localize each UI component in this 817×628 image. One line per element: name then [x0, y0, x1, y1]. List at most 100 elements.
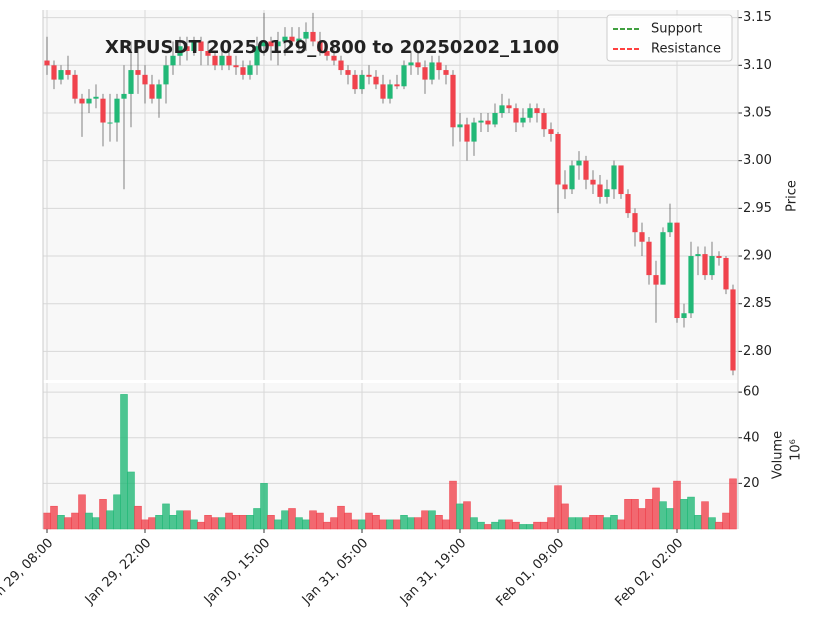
candle-body	[359, 74, 365, 90]
volume-bar	[43, 512, 51, 530]
x-tick-label: Feb 02, 02:00	[612, 536, 686, 610]
marks	[43, 12, 737, 530]
volume-bar	[288, 508, 296, 530]
volume-bar	[680, 499, 688, 530]
candle-body	[86, 98, 92, 104]
volume-bar	[442, 519, 450, 530]
candle-body	[632, 213, 638, 233]
volume-bar	[456, 503, 464, 530]
candle-body	[317, 41, 323, 52]
y2-tick-label: 20	[743, 476, 760, 491]
candle-body	[583, 160, 589, 180]
candle-body	[653, 275, 659, 285]
volume-bar	[708, 517, 716, 530]
candle-body	[555, 133, 561, 185]
candle-body	[590, 179, 596, 185]
x-tick-label: Jan 31, 05:00	[299, 536, 371, 608]
volume-bar	[50, 505, 58, 530]
volume-bar	[414, 517, 422, 530]
volume-bar	[330, 517, 338, 530]
volume-bar	[561, 503, 569, 530]
candle-body	[660, 232, 666, 285]
volume-bar	[141, 519, 149, 530]
candle-body	[646, 241, 652, 276]
candle-body	[387, 84, 393, 99]
candle-body	[240, 67, 246, 75]
volume-bar	[99, 499, 107, 530]
volume-bar	[190, 519, 198, 530]
candle-body	[429, 62, 435, 80]
candle-body	[436, 62, 442, 71]
candle-body	[464, 124, 470, 142]
candle-body	[639, 232, 645, 242]
volume-bar	[267, 515, 275, 530]
volume-bar	[617, 519, 625, 530]
candle-body	[226, 55, 232, 66]
volume-bar	[309, 510, 317, 530]
volume-bar	[204, 515, 212, 530]
candle-body	[254, 46, 260, 66]
y-tick-label: 2.95	[743, 201, 772, 216]
candle-body	[562, 184, 568, 190]
volume-bar	[260, 483, 268, 530]
volume-bar	[253, 508, 261, 530]
volume-bar	[218, 517, 226, 530]
volume-bar	[701, 501, 709, 530]
volume-bar	[722, 512, 730, 530]
candle-body	[695, 254, 701, 257]
volume-bar	[365, 512, 373, 530]
volume-bar	[491, 521, 499, 530]
candle-body	[233, 65, 239, 68]
y-tick-label: 3.00	[743, 153, 772, 168]
x-tick-label: Jan 29, 08:00	[0, 536, 56, 608]
volume-bar	[134, 505, 142, 530]
volume-bar	[85, 512, 93, 530]
volume-bar	[673, 480, 681, 530]
volume-bar	[169, 515, 177, 530]
candle-body	[93, 96, 99, 99]
volume-bar	[540, 521, 548, 530]
volume-bar	[666, 508, 674, 530]
candle-body	[548, 129, 554, 134]
candle-body	[121, 93, 127, 99]
candle-body	[618, 165, 624, 195]
legend-label: Support	[651, 22, 702, 37]
volume-bar	[400, 515, 408, 530]
x-tick-label: Jan 29, 22:00	[82, 536, 154, 608]
volume-bar	[603, 517, 611, 530]
volume-bar	[302, 519, 310, 530]
y-tick-label: 3.10	[743, 58, 772, 73]
candle-body	[485, 120, 491, 125]
candle-body	[443, 70, 449, 75]
volume-bar	[694, 515, 702, 530]
candle-body	[135, 70, 141, 75]
volume-bar	[71, 512, 79, 530]
candle-body	[331, 55, 337, 61]
candle-body	[247, 65, 253, 75]
volume-bar	[57, 515, 65, 530]
candle-body	[422, 67, 428, 80]
candle-body	[345, 70, 351, 75]
volume-bar	[211, 517, 219, 530]
volume-bar	[316, 512, 324, 530]
candle-body	[450, 74, 456, 128]
volume-bar	[554, 485, 562, 530]
candle-body	[198, 41, 204, 52]
volume-bar	[624, 499, 632, 530]
candle-body	[723, 257, 729, 290]
candle-body	[310, 31, 316, 42]
volume-bar	[568, 517, 576, 530]
volume-bar	[484, 524, 492, 530]
candle-body	[44, 60, 50, 66]
volume-bar	[274, 519, 282, 530]
candle-body	[268, 41, 274, 47]
volume-bar	[428, 510, 436, 530]
price-panel	[43, 10, 738, 380]
candle-body	[303, 31, 309, 39]
y-tick-label: 3.15	[743, 10, 772, 25]
candle-body	[261, 41, 267, 47]
candle-body	[506, 105, 512, 109]
volume-bar	[659, 501, 667, 530]
volume-bar	[407, 517, 415, 530]
y-axis-label: Price	[785, 180, 800, 212]
